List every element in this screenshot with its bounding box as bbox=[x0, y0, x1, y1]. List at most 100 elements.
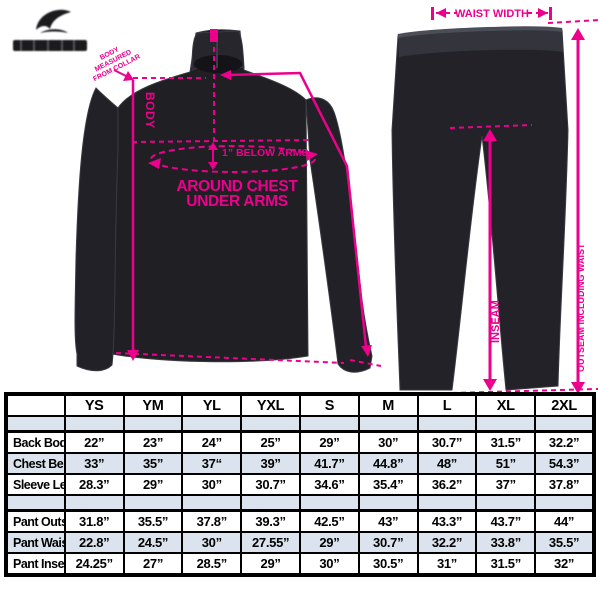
size-value: 29” bbox=[298, 430, 360, 454]
under-arms-label: UNDER ARMS bbox=[186, 193, 287, 210]
size-value: 28.5” bbox=[181, 552, 243, 576]
size-value: 27.55” bbox=[240, 531, 301, 554]
spacer-cell bbox=[416, 494, 478, 512]
size-value: 31.5” bbox=[475, 552, 537, 576]
row-label: Sleeve Length From Center Back bbox=[5, 473, 66, 496]
spacer-cell bbox=[357, 494, 419, 512]
size-value: 37.8” bbox=[181, 509, 243, 533]
size-column-header: S bbox=[298, 393, 360, 417]
size-value: 30.7” bbox=[240, 473, 301, 496]
row-label: Pant Waist Width bbox=[5, 531, 66, 554]
spacer-cell bbox=[475, 415, 537, 433]
size-value: 43.7” bbox=[475, 509, 537, 533]
size-value: 30” bbox=[298, 552, 360, 576]
size-column-header: YXL bbox=[240, 393, 301, 417]
size-value: 24.5” bbox=[122, 531, 184, 554]
size-value: 37.8” bbox=[534, 473, 595, 496]
row-label: Chest Below Arm Hole 1" bbox=[5, 452, 66, 475]
spacer-cell bbox=[298, 494, 360, 512]
size-value: 41.7” bbox=[298, 452, 360, 475]
row-label: Back Body Length bbox=[5, 430, 66, 454]
collar-note-label: BODY MEASURED FROM COLLAR bbox=[92, 46, 141, 83]
size-value: 43” bbox=[357, 509, 419, 533]
measurement-lines bbox=[113, 7, 600, 394]
spacer-cell bbox=[416, 415, 478, 433]
size-column-header: YS bbox=[63, 393, 125, 417]
spacer-cell bbox=[181, 415, 243, 433]
size-value: 30” bbox=[357, 430, 419, 454]
spacer-cell bbox=[534, 415, 595, 433]
table-row: Sleeve Length From Center Back28.3”29”30… bbox=[5, 473, 595, 496]
header-row: YS YM YL YXL S M L XL 2XL bbox=[5, 393, 595, 417]
table-row: Chest Below Arm Hole 1"33”35”37“39”41.7”… bbox=[5, 452, 595, 475]
size-value: 31” bbox=[416, 552, 478, 576]
size-value: 30” bbox=[181, 473, 243, 496]
spacer-cell bbox=[181, 494, 243, 512]
spacer-cell bbox=[63, 494, 125, 512]
size-value: 32.2” bbox=[416, 531, 478, 554]
size-value: 35.4” bbox=[357, 473, 419, 496]
size-value: 31.8” bbox=[63, 509, 125, 533]
spacer-cell bbox=[475, 494, 537, 512]
size-column-header: XL bbox=[475, 393, 537, 417]
size-value: 32.2” bbox=[534, 430, 595, 454]
spacer-cell bbox=[5, 415, 66, 433]
spacer-row bbox=[5, 415, 595, 433]
inseam-label: INSEAM bbox=[490, 300, 502, 343]
size-value: 35.5” bbox=[122, 509, 184, 533]
spacer-row bbox=[5, 494, 595, 512]
size-column-header: L bbox=[416, 393, 478, 417]
size-value: 28.3” bbox=[63, 473, 125, 496]
size-value: 23” bbox=[122, 430, 184, 454]
size-value: 43.3” bbox=[416, 509, 478, 533]
table-row: Back Body Length22”23”24”25”29”30”30.7”3… bbox=[5, 430, 595, 454]
table-row: Pant Inseam24.25”27”28.5”29”30”30.5”31”3… bbox=[5, 552, 595, 576]
size-value: 42.5” bbox=[298, 509, 360, 533]
spacer-cell bbox=[5, 494, 66, 512]
size-value: 36.2” bbox=[416, 473, 478, 496]
size-value: 37“ bbox=[181, 452, 243, 475]
size-value: 33” bbox=[63, 452, 125, 475]
row-label: Pant Inseam bbox=[5, 552, 66, 576]
size-value: 30.7” bbox=[416, 430, 478, 454]
size-value: 51” bbox=[475, 452, 537, 475]
brand-logo bbox=[13, 9, 87, 51]
size-value: 48” bbox=[416, 452, 478, 475]
below-arms-label: 1” BELOW ARMS bbox=[222, 147, 309, 159]
waist-width-label: WAIST WIDTH bbox=[455, 8, 529, 20]
size-value: 30.7” bbox=[357, 531, 419, 554]
spacer-cell bbox=[122, 415, 184, 433]
size-value: 30” bbox=[181, 531, 243, 554]
size-value: 24.25” bbox=[63, 552, 125, 576]
size-value: 22” bbox=[63, 430, 125, 454]
spacer-cell bbox=[240, 494, 301, 512]
row-label: Pant Outseam Including Waist bbox=[5, 509, 66, 533]
size-value: 31.5” bbox=[475, 430, 537, 454]
spacer-cell bbox=[357, 415, 419, 433]
spacer-cell bbox=[63, 415, 125, 433]
size-value: 24” bbox=[181, 430, 243, 454]
around-chest-label: AROUND CHEST bbox=[176, 178, 298, 195]
spacer-cell bbox=[122, 494, 184, 512]
size-value: 25” bbox=[240, 430, 301, 454]
size-value: 29” bbox=[298, 531, 360, 554]
size-column-header: M bbox=[357, 393, 419, 417]
pants-image bbox=[391, 26, 569, 391]
table-row: Pant Waist Width22.8”24.5”30”27.55”29”30… bbox=[5, 531, 595, 554]
table-row: Pant Outseam Including Waist31.8”35.5”37… bbox=[5, 509, 595, 533]
spacer-cell bbox=[240, 415, 301, 433]
size-value: 39.3” bbox=[240, 509, 301, 533]
size-value: 39” bbox=[240, 452, 301, 475]
size-value: 30.5” bbox=[357, 552, 419, 576]
size-value: 37” bbox=[475, 473, 537, 496]
size-value: 29” bbox=[122, 473, 184, 496]
size-column-header: YL bbox=[181, 393, 243, 417]
size-value: 33.8” bbox=[475, 531, 537, 554]
size-value: 32” bbox=[534, 552, 595, 576]
size-column-header: 2XL bbox=[534, 393, 595, 417]
spacer-cell bbox=[298, 415, 360, 433]
measurement-labels: BODY MEASURED FROM COLLAR BODY 1” BELOW … bbox=[92, 8, 586, 372]
